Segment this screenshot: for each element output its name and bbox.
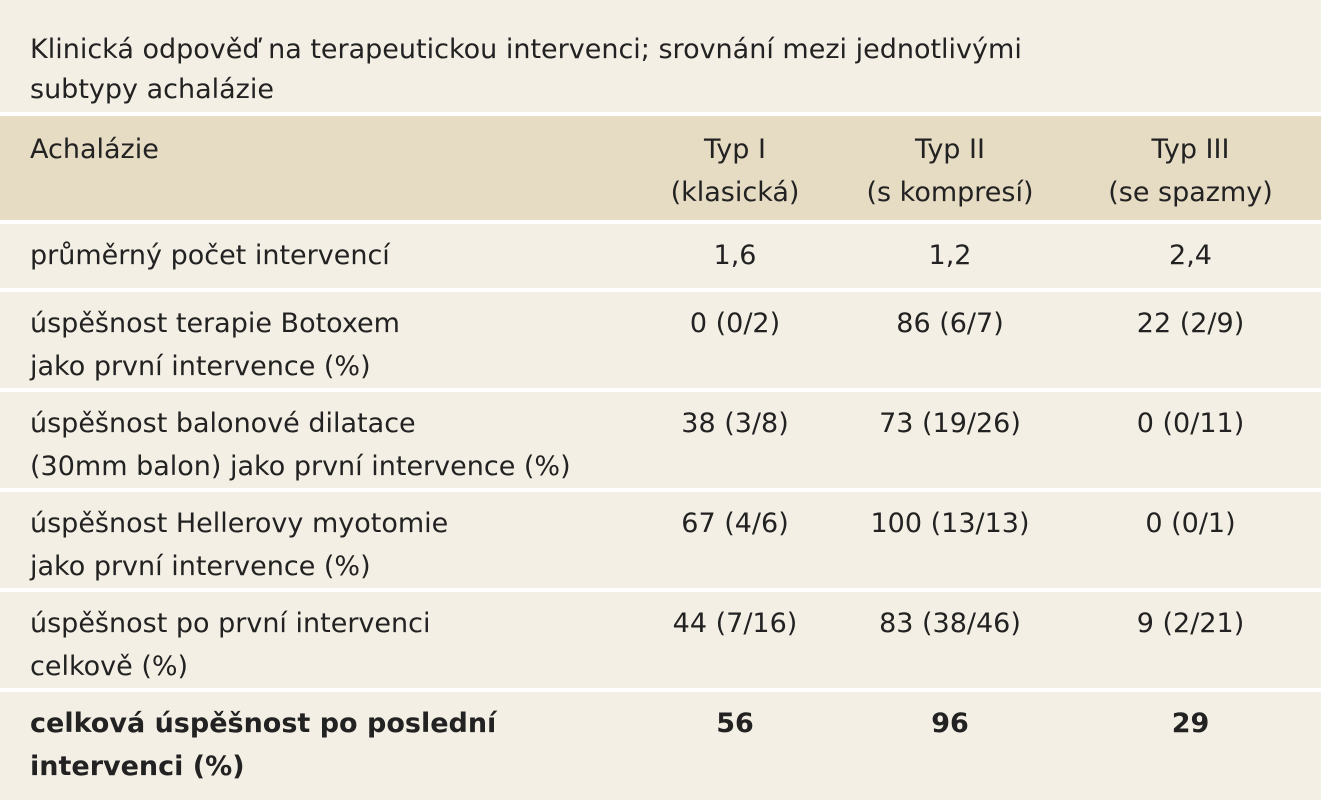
table: Achalázie Typ I (klasická) Typ II (s kompres… (0, 112, 1321, 788)
row-label: úspěšnost terapie Botoxem jako první inte… (0, 288, 630, 390)
header-text: Typ II (915, 134, 985, 165)
row-label: úspěšnost balonové dilatace (30mm balon) … (0, 388, 630, 490)
title-line: subtypy achalázie (30, 74, 274, 105)
cell: 22 (2/9) (1060, 288, 1321, 390)
cell-text: jako první intervence (%) (30, 551, 371, 582)
table-title: Klinická odpověď na terapeutickou interv… (0, 0, 1321, 112)
cell-text: 67 (4/6) (681, 508, 789, 539)
cell-text: 73 (19/26) (879, 408, 1021, 439)
cell: 29 (1060, 688, 1321, 788)
header-text: Typ I (704, 134, 766, 165)
cell: 1,2 (840, 220, 1060, 290)
cell-text: 44 (7/16) (672, 608, 798, 639)
header-text: Typ III (1151, 134, 1230, 165)
cell: 0 (0/2) (630, 288, 840, 390)
cell: 9 (2/21) (1060, 588, 1321, 690)
row-label: úspěšnost po první intervenci celkově (%) (0, 588, 630, 690)
cell: 100 (13/13) (840, 488, 1060, 590)
row-label: průměrný počet intervencí (0, 220, 630, 290)
table-row: úspěšnost terapie Botoxem jako první inte… (0, 288, 1321, 390)
header-text: (klasická) (670, 177, 800, 208)
cell-text: 38 (3/8) (681, 408, 789, 439)
cell-text: 86 (6/7) (896, 308, 1004, 339)
cell-text: 1,2 (928, 240, 972, 271)
cell-text: 29 (1171, 708, 1210, 739)
cell: 2,4 (1060, 220, 1321, 290)
cell-text: 1,6 (713, 240, 757, 271)
cell: 73 (19/26) (840, 388, 1060, 490)
cell-text: úspěšnost balonové dilatace (30, 408, 416, 439)
cell-text: 96 (931, 708, 969, 739)
cell-text: úspěšnost po první intervenci (30, 608, 431, 639)
header-cell: Typ II (s kompresí) (840, 112, 1060, 222)
header-row: Achalázie Typ I (klasická) Typ II (s kompres… (0, 112, 1321, 222)
table-row: průměrný počet intervencí 1,6 1,2 2,4 (0, 220, 1321, 290)
cell-text: 83 (38/46) (879, 608, 1021, 639)
header-text: (se spazmy) (1108, 177, 1273, 208)
cell-text: úspěšnost terapie Botoxem (30, 308, 400, 339)
header-cell: Achalázie (0, 112, 630, 222)
cell-text: 0 (0/11) (1136, 408, 1245, 439)
table-row: úspěšnost po první intervenci celkově (%)… (0, 588, 1321, 690)
header-text: (s kompresí) (866, 177, 1034, 208)
cell: 1,6 (630, 220, 840, 290)
cell-text: 2,4 (1169, 240, 1212, 271)
cell-text: jako první intervence (%) (30, 351, 371, 382)
cell-text: 56 (716, 708, 754, 739)
cell: 0 (0/1) (1060, 488, 1321, 590)
cell: 67 (4/6) (630, 488, 840, 590)
header-cell: Typ III (se spazmy) (1060, 112, 1321, 222)
title-line: Klinická odpověď na terapeutickou interv… (30, 34, 1022, 65)
cell-text: celková úspěšnost po poslední (30, 708, 497, 739)
table-row: úspěšnost Hellerovy myotomie jako první i… (0, 488, 1321, 590)
table-row: celková úspěšnost po poslední intervenci … (0, 688, 1321, 788)
cell-text: 100 (13/13) (870, 508, 1030, 539)
table-row: úspěšnost balonové dilatace (30mm balon) … (0, 388, 1321, 490)
cell: 83 (38/46) (840, 588, 1060, 690)
cell-text: 22 (2/9) (1136, 308, 1245, 339)
cell: 38 (3/8) (630, 388, 840, 490)
cell: 44 (7/16) (630, 588, 840, 690)
cell-text: úspěšnost Hellerovy myotomie (30, 508, 449, 539)
row-label: celková úspěšnost po poslední intervenci … (0, 688, 630, 788)
cell: 96 (840, 688, 1060, 788)
cell-text: (30mm balon) jako první intervence (%) (30, 451, 571, 482)
cell: 86 (6/7) (840, 288, 1060, 390)
cell-text: 0 (0/2) (689, 308, 781, 339)
cell-text: celkově (%) (30, 651, 189, 682)
cell-text: 9 (2/21) (1136, 608, 1245, 639)
cell-text: průměrný počet intervencí (30, 240, 390, 271)
header-text: Achalázie (30, 134, 159, 165)
header-cell: Typ I (klasická) (630, 112, 840, 222)
cell-text: 0 (0/1) (1145, 508, 1236, 539)
row-label: úspěšnost Hellerovy myotomie jako první i… (0, 488, 630, 590)
cell: 0 (0/11) (1060, 388, 1321, 490)
cell-text: intervenci (%) (30, 751, 245, 782)
cell: 56 (630, 688, 840, 788)
